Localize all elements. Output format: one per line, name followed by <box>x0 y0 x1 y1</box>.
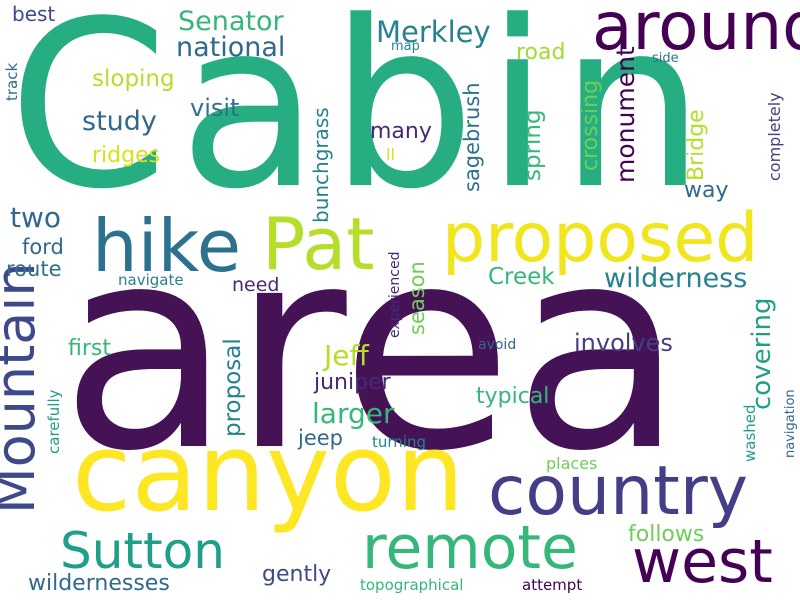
word-two: two <box>10 201 62 234</box>
word-national: national <box>176 32 286 63</box>
word-topographical: topographical <box>360 576 464 594</box>
word-remote: remote <box>362 513 578 583</box>
word-many: many <box>370 119 432 144</box>
word-washed-text: washed <box>741 404 759 462</box>
word-turning: turning <box>372 433 426 451</box>
word-season-text: season <box>405 261 429 335</box>
word-bridge: Bridge <box>684 101 714 181</box>
word-first: first <box>68 336 111 361</box>
word-completely: completely <box>765 71 787 181</box>
word-involves: involves <box>574 329 673 357</box>
word-study: study <box>82 106 157 137</box>
word-merkley: Merkley <box>376 15 491 49</box>
word-carefully: carefully <box>45 364 64 454</box>
word-side: side <box>652 51 679 66</box>
word-completely-text: completely <box>765 92 784 181</box>
word-spring: spring <box>520 81 550 181</box>
word-carefully-text: carefully <box>45 389 63 454</box>
word-washed: washed <box>741 392 760 462</box>
word-wildernesses: wildernesses <box>28 571 170 596</box>
word-crossing-text: crossing <box>578 79 603 171</box>
word-ridges: ridges <box>92 143 161 168</box>
word-area: area <box>60 187 685 513</box>
word-places: places <box>546 454 598 473</box>
word-cabin: Cabin <box>8 0 716 240</box>
word-proposed: proposed <box>442 199 759 278</box>
word-canyon: canyon <box>72 411 465 536</box>
word-larger: larger <box>312 397 395 430</box>
word-jeff: Jeff <box>324 339 369 372</box>
word-sloping: sloping <box>92 66 175 92</box>
word-gently: gently <box>262 562 332 587</box>
word-juniper: juniper <box>314 370 391 395</box>
word-jeep: jeep <box>298 426 344 450</box>
word-visit: visit <box>190 94 240 122</box>
word-season: season <box>405 245 433 335</box>
word-navigate: navigate <box>118 271 184 289</box>
word-senator: Senator <box>178 6 284 37</box>
word-track: track <box>3 51 22 101</box>
word-ll: ll <box>386 145 395 164</box>
word-experienced-text: experienced <box>387 251 403 338</box>
word-avoid: avoid <box>478 337 517 353</box>
word-bridge-text: Bridge <box>684 109 709 181</box>
word-hike: hike <box>92 204 242 288</box>
word-creek: Creek <box>488 264 555 290</box>
word-navigation-text: navigation <box>783 389 798 458</box>
word-best: best <box>12 2 56 26</box>
word-proposal: proposal <box>220 317 250 437</box>
word-attempt: attempt <box>522 576 583 594</box>
word-ford: ford <box>22 235 64 259</box>
word-need: need <box>232 274 280 296</box>
word-route: route <box>6 257 62 281</box>
word-monument: monument <box>611 46 645 183</box>
word-sutton: Sutton <box>60 522 225 580</box>
word-typical: typical <box>476 384 550 409</box>
word-around: around <box>592 0 800 65</box>
word-track-text: track <box>3 62 21 101</box>
word-west: west <box>632 527 773 597</box>
word-bunchgrass: bunchgrass <box>309 83 335 223</box>
word-sagebrush: sagebrush <box>460 68 488 192</box>
word-country: country <box>488 452 749 531</box>
word-mountain: Mountain <box>0 262 49 514</box>
word-crossing: crossing <box>578 61 606 171</box>
word-sagebrush-text: sagebrush <box>460 82 484 192</box>
word-wilderness: wilderness <box>604 263 748 294</box>
word-pat: Pat <box>262 202 375 286</box>
word-spring-text: spring <box>520 109 546 181</box>
word-road: road <box>516 40 566 65</box>
word-mountain-text: Mountain <box>0 262 47 514</box>
word-follows: follows <box>628 522 705 547</box>
word-experienced: experienced <box>386 238 404 338</box>
word-bunchgrass-text: bunchgrass <box>309 107 333 223</box>
word-map: map <box>391 39 420 54</box>
word-proposal-text: proposal <box>220 338 246 437</box>
word-monument-text: monument <box>611 46 640 183</box>
word-navigation: navigation <box>781 348 798 458</box>
word-way: way <box>684 178 729 203</box>
